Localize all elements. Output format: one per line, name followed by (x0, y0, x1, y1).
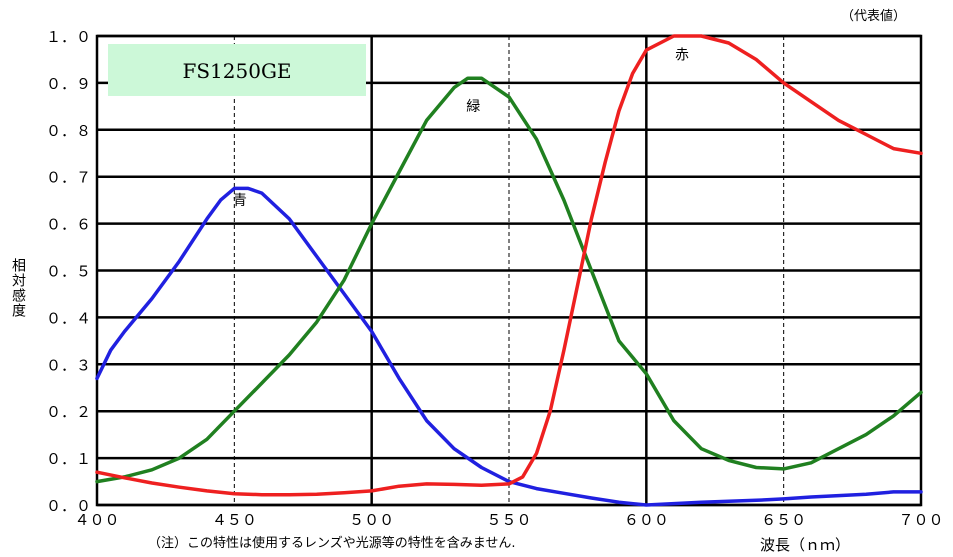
y-tick-label: ０．０ (46, 497, 91, 515)
y-tick-label: ０．８ (46, 122, 91, 140)
series-line-青 (95, 186, 923, 507)
x-tick-label: ６５０ (761, 511, 806, 529)
x-axis-label: 波長（ｎｍ） (760, 536, 850, 554)
series-line-緑 (95, 76, 923, 484)
x-tick-label: ６００ (624, 511, 669, 529)
title-box (108, 44, 366, 96)
y-tick-label: ０．３ (46, 356, 91, 374)
y-tick-labels: ０．０ ０．１ ０．２ ０．３ ０．４ ０．５ ０．６ ０．７ ０．８ ０．９ １．０ (46, 28, 91, 515)
corner-note: （代表値） (841, 8, 906, 24)
x-tick-label: ４００ (74, 511, 119, 529)
series-label: 青 (233, 193, 247, 209)
y-tick-label: ０．１ (46, 450, 91, 468)
series-label: 緑 (466, 99, 480, 115)
y-tick-label: ０．５ (46, 263, 91, 281)
y-tick-label: ０．９ (46, 75, 91, 93)
grid (95, 34, 923, 507)
x-tick-label: ７００ (898, 511, 943, 529)
y-tick-label: ０．４ (46, 309, 91, 327)
series-labels: 青 緑 赤 (233, 47, 689, 208)
x-tick-label: ５００ (349, 511, 394, 529)
series-line-赤 (95, 34, 923, 497)
footnote: （注）この特性は使用するレンズや光源等の特性を含みません. (148, 535, 515, 551)
y-tick-label: ０．７ (46, 169, 91, 187)
series-layer (95, 34, 923, 507)
y-axis-label: 相対感度 (10, 258, 26, 318)
y-tick-label: １．０ (46, 28, 91, 46)
x-tick-label: ４５０ (212, 511, 257, 529)
chart-title: FS1250GE (182, 59, 291, 83)
x-tick-labels: ４００ ４５０ ５００ ５５０ ６００ ６５０ ７００ (74, 511, 943, 529)
series-label: 赤 (675, 47, 689, 63)
plot-frame (95, 34, 923, 507)
x-tick-label: ５５０ (486, 511, 531, 529)
y-tick-label: ０．２ (46, 403, 91, 421)
y-tick-label: ０．６ (46, 216, 91, 234)
